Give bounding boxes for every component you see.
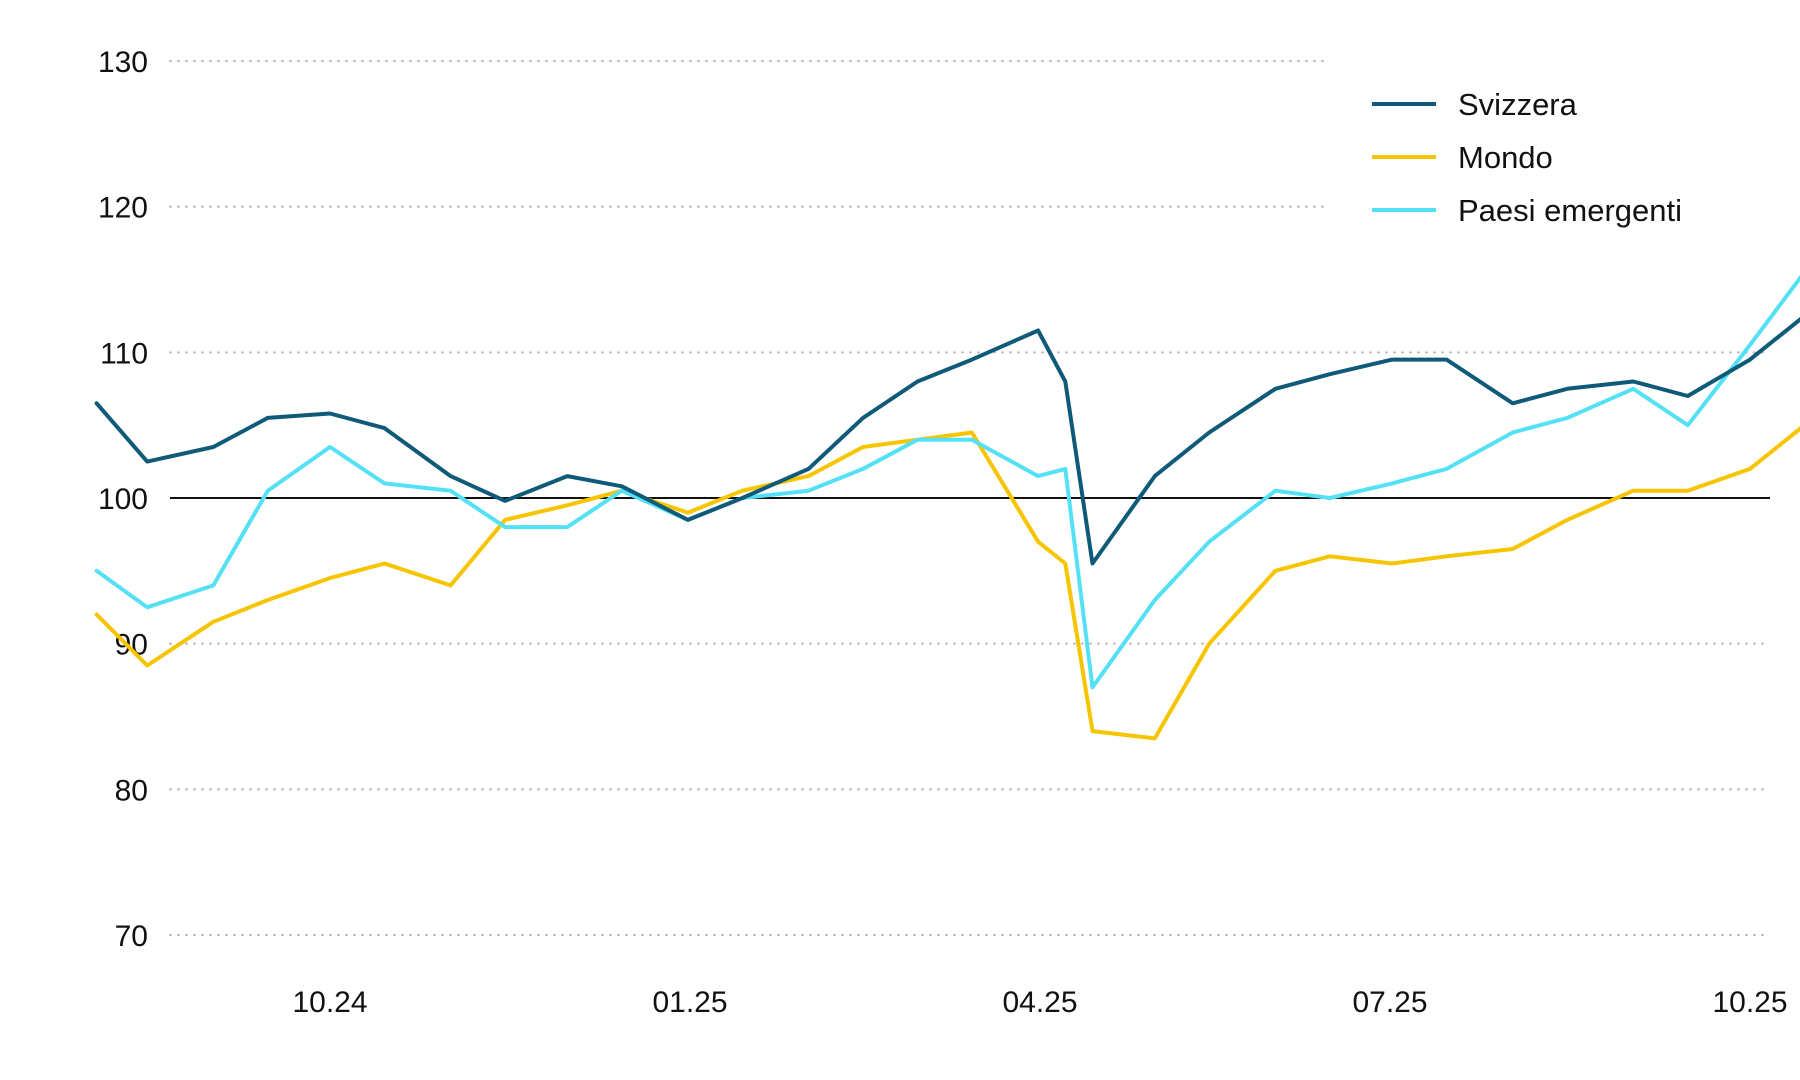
x-tick-label: 07.25 (1352, 986, 1427, 1019)
series-lines (94, 274, 1800, 741)
x-tick-label: 01.25 (652, 986, 727, 1019)
y-tick-label: 120 (98, 192, 148, 225)
y-tick-label: 110 (100, 337, 148, 370)
x-tick-label: 04.25 (1002, 986, 1077, 1019)
series-line-svizzera (94, 316, 1800, 566)
y-tick-label: 80 (115, 774, 148, 807)
y-tick-label: 70 (115, 920, 148, 953)
series-line-mondo (94, 426, 1800, 741)
x-tick-label: 10.25 (1712, 986, 1787, 1019)
y-tick-label: 130 (98, 46, 148, 79)
legend-label: Paesi emergenti (1458, 193, 1682, 228)
y-axis-tick-labels: 70 80 90 100 110 120 130 (98, 46, 148, 953)
x-axis-tick-labels: 10.24 01.25 04.25 07.25 10.25 (292, 986, 1787, 1019)
gridlines (169, 60, 1771, 936)
legend: Svizzera Mondo Paesi emergenti (1372, 87, 1682, 228)
series-line-paesi-emergenti (94, 274, 1800, 690)
y-tick-label: 90 (115, 629, 148, 662)
x-tick-label: 10.24 (292, 986, 367, 1019)
legend-label: Svizzera (1458, 87, 1578, 122)
y-tick-label: 100 (98, 483, 148, 516)
legend-label: Mondo (1458, 140, 1553, 175)
